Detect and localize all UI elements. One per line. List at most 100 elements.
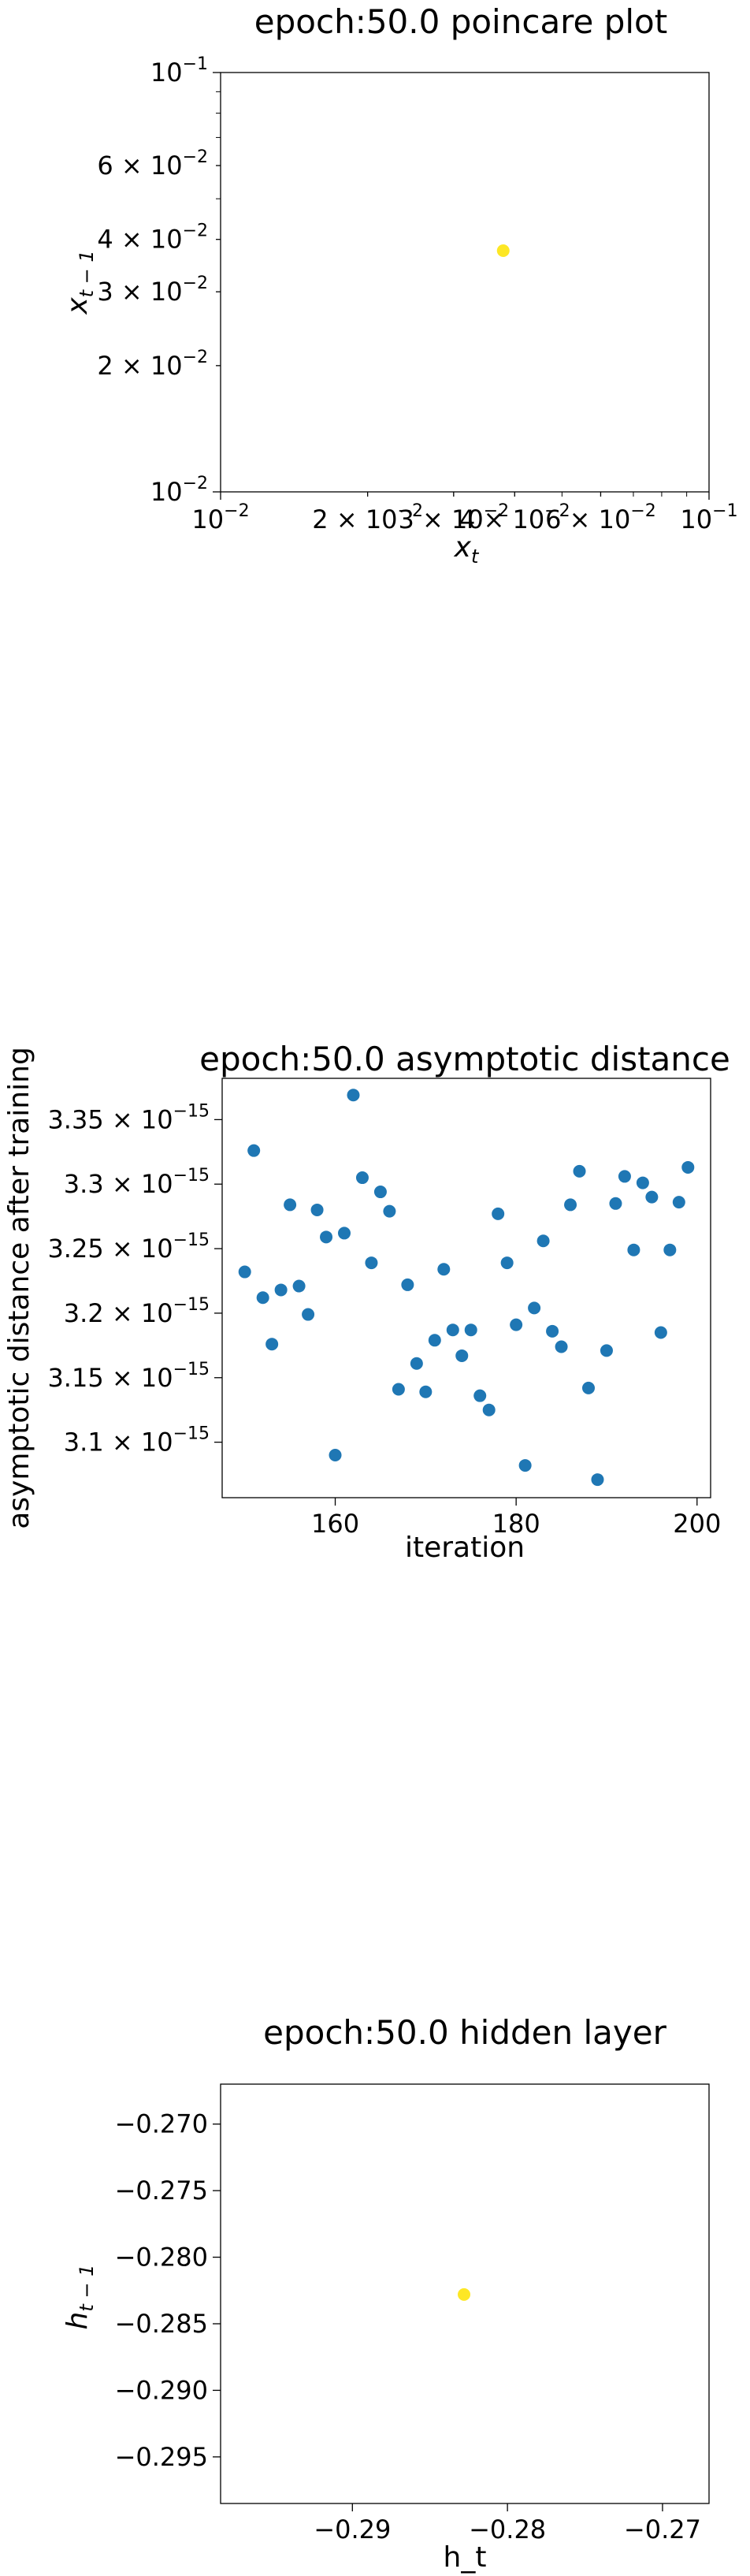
data-point	[618, 1170, 631, 1183]
x-tick-label: −0.28	[469, 2515, 546, 2544]
y-tick-label: 3.3 × 10−15	[64, 1166, 210, 1199]
asymptotic-xlabel: iteration	[405, 1532, 525, 1564]
data-point	[383, 1204, 396, 1218]
x-tick-label: 10−1	[680, 501, 737, 534]
data-point	[464, 1323, 477, 1337]
data-point	[473, 1389, 487, 1402]
y-tick-label: −0.275	[115, 2176, 208, 2206]
y-tick-label: −0.290	[115, 2375, 208, 2405]
data-point	[437, 1263, 451, 1276]
data-point	[410, 1357, 423, 1370]
data-point	[654, 1326, 667, 1339]
data-point	[238, 1265, 251, 1279]
data-point	[347, 1089, 360, 1102]
poincare-plot-area	[220, 72, 710, 493]
hidden-layer-points	[458, 2288, 471, 2301]
data-point	[546, 1324, 559, 1338]
data-point	[496, 244, 510, 258]
data-point	[492, 1207, 505, 1220]
hidden-layer-xlabel: h_t	[444, 2541, 487, 2574]
data-point	[320, 1230, 333, 1244]
data-point	[636, 1176, 649, 1189]
data-point	[256, 1291, 269, 1305]
y-tick-label: 10−2	[150, 474, 208, 507]
data-point	[247, 1144, 261, 1157]
y-tick-label: 3.35 × 10−15	[47, 1101, 210, 1134]
poincare-ticks: 10−2 2 × 10−23 × 10−24 × 10−26 × 10−2 10−1…	[97, 54, 737, 534]
asymptotic-points	[238, 1089, 695, 1487]
data-point	[310, 1203, 324, 1216]
x-tick-label: 10−2	[191, 501, 249, 534]
data-point	[284, 1198, 297, 1212]
x-tick-label: 180	[492, 1509, 540, 1539]
data-point	[528, 1301, 541, 1315]
data-point	[265, 1338, 279, 1351]
data-point	[510, 1318, 523, 1331]
x-tick-label: −0.29	[314, 2515, 391, 2544]
data-point	[446, 1323, 459, 1337]
x-tick-label: 160	[311, 1509, 359, 1539]
data-point	[500, 1256, 514, 1270]
poincare-title: epoch:50.0 poincare plot	[254, 2, 667, 41]
x-tick-label: 6 × 10−2	[545, 501, 656, 534]
data-point	[564, 1198, 577, 1212]
x-tick-label: 2 × 10−2	[312, 501, 423, 534]
data-point	[555, 1340, 568, 1353]
y-tick-label: −0.295	[115, 2442, 208, 2472]
hidden-layer-ticks: −0.29 −0.28 −0.27 −0.270 −0.275 −0.280 −0.285 −…	[115, 2109, 701, 2544]
data-point	[645, 1190, 659, 1204]
data-point	[292, 1279, 306, 1293]
data-point	[365, 1256, 378, 1270]
hidden-layer-ylabel: ht − 1	[61, 2265, 98, 2330]
data-point	[573, 1164, 586, 1178]
y-tick-label: 3.25 × 10−15	[47, 1230, 210, 1264]
asymptotic-chart: epoch:50.0 asymptotic distance 160 180 200…	[3, 1040, 730, 1564]
data-point	[274, 1283, 288, 1297]
data-point	[373, 1186, 387, 1199]
data-point	[600, 1344, 613, 1357]
y-tick-label: 4 × 10−2	[97, 221, 208, 255]
data-point	[627, 1243, 640, 1256]
y-tick-label: 6 × 10−2	[97, 147, 208, 181]
data-point	[392, 1383, 405, 1396]
data-point	[355, 1171, 369, 1185]
data-point	[401, 1278, 414, 1291]
data-point	[609, 1197, 622, 1210]
data-point	[458, 2288, 471, 2301]
data-point	[591, 1473, 604, 1487]
poincare-ylabel: xt − 1	[61, 250, 98, 315]
poincare-chart: epoch:50.0 poincare plot 10−2 2 × 10−23 ×…	[61, 2, 738, 568]
y-tick-label: 2 × 10−2	[97, 348, 208, 381]
poincare-xlabel: xt	[454, 531, 480, 568]
asymptotic-title: epoch:50.0 asymptotic distance	[199, 1040, 730, 1078]
data-point	[518, 1459, 532, 1472]
y-tick-label: 3 × 10−2	[97, 274, 208, 307]
data-point	[302, 1308, 315, 1321]
x-tick-label: 200	[673, 1509, 721, 1539]
x-tick-label: 3 × 10−2	[398, 501, 509, 534]
y-tick-label: −0.280	[115, 2243, 208, 2273]
data-point	[329, 1448, 342, 1461]
poincare-points	[496, 244, 510, 258]
data-point	[428, 1334, 441, 1347]
data-point	[419, 1385, 433, 1398]
data-point	[672, 1196, 685, 1209]
hidden-layer-title: epoch:50.0 hidden layer	[263, 2013, 666, 2052]
x-tick-label: 4 × 10−2	[459, 501, 570, 534]
asymptotic-ylabel: asymptotic distance after training	[3, 1047, 35, 1529]
y-tick-label: 3.1 × 10−15	[64, 1424, 210, 1457]
y-tick-label: 10−1	[150, 54, 208, 87]
data-point	[338, 1227, 351, 1240]
y-tick-label: 3.2 × 10−15	[64, 1295, 210, 1328]
y-tick-label: 3.15 × 10−15	[47, 1360, 210, 1393]
data-point	[455, 1349, 469, 1362]
hidden-layer-chart: epoch:50.0 hidden layer −0.29 −0.28 −0.27−…	[61, 2013, 710, 2574]
data-point	[537, 1234, 550, 1248]
data-point	[582, 1381, 595, 1394]
asymptotic-ticks: 160 180 200 3.1 × 10−15 3.15 × 10−15 3.2 × 10…	[47, 1101, 721, 1539]
y-tick-label: −0.270	[115, 2109, 208, 2139]
data-point	[663, 1243, 677, 1256]
y-tick-label: −0.285	[115, 2309, 208, 2339]
data-point	[681, 1160, 695, 1174]
